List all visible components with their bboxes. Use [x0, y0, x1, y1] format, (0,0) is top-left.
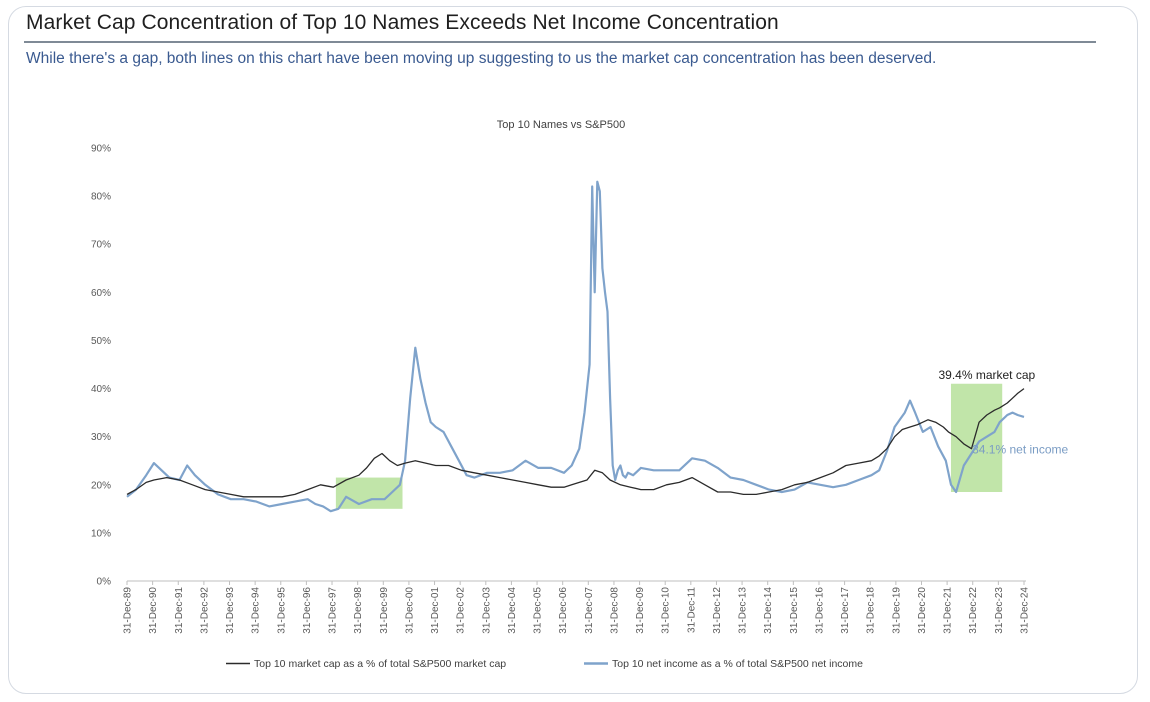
x-tick-label: 31-Dec-22: [968, 587, 979, 634]
highlight-box-2: [950, 383, 1003, 492]
legend-label: Top 10 net income as a % of total S&P500…: [612, 658, 863, 670]
x-tick-label: 31-Dec-23: [994, 587, 1005, 634]
y-tick-label: 90%: [91, 144, 111, 155]
x-tick-label: 31-Dec-92: [199, 587, 210, 634]
net-income-series-line: [126, 180, 1025, 513]
x-tick-label: 31-Dec-89: [123, 587, 134, 634]
page-title: Market Cap Concentration of Top 10 Names…: [26, 11, 779, 34]
x-tick-label: 31-Dec-13: [738, 587, 749, 634]
x-tick-label: 31-Dec-10: [661, 587, 672, 634]
legend-label: Top 10 market cap as a % of total S&P500…: [254, 658, 506, 670]
x-tick-label: 31-Dec-91: [174, 587, 185, 634]
x-tick-label: 31-Dec-02: [456, 587, 467, 634]
x-tick-label: 31-Dec-96: [302, 587, 313, 634]
x-tick-label: 31-Dec-07: [584, 587, 595, 634]
y-tick-label: 20%: [91, 480, 111, 491]
x-tick-label: 31-Dec-17: [840, 587, 851, 634]
x-tick-label: 31-Dec-24: [1020, 587, 1031, 634]
x-tick-label: 31-Dec-12: [712, 587, 723, 634]
y-tick-label: 30%: [91, 432, 111, 443]
x-tick-label: 31-Dec-14: [763, 587, 774, 634]
x-tick-label: 31-Dec-98: [353, 587, 364, 634]
x-tick-label: 31-Dec-90: [148, 587, 159, 634]
x-tick-label: 31-Dec-04: [507, 587, 518, 634]
x-tick-label: 31-Dec-99: [379, 587, 390, 634]
x-tick-label: 31-Dec-18: [866, 587, 877, 634]
x-tick-label: 31-Dec-01: [430, 587, 441, 634]
market-cap-annotation: 39.4% market cap: [938, 368, 1035, 382]
y-tick-label: 10%: [91, 528, 111, 539]
x-tick-label: 31-Dec-05: [533, 587, 544, 634]
y-tick-label: 0%: [97, 577, 112, 588]
x-tick-label: 31-Dec-21: [943, 587, 954, 634]
net-income-annotation: 34.1% net income: [972, 443, 1068, 457]
title-divider: [24, 41, 1096, 43]
x-tick-label: 31-Dec-09: [635, 587, 646, 634]
y-tick-label: 80%: [91, 192, 111, 203]
y-tick-label: 60%: [91, 288, 111, 299]
x-tick-label: 31-Dec-00: [404, 587, 415, 634]
x-tick-label: 31-Dec-95: [276, 587, 287, 634]
y-tick-label: 50%: [91, 336, 111, 347]
y-tick-label: 40%: [91, 384, 111, 395]
x-tick-label: 31-Dec-11: [686, 587, 697, 633]
chart-title: Top 10 Names vs S&P500: [497, 119, 625, 131]
market-cap-series-line: [126, 388, 1025, 498]
x-tick-label: 31-Dec-97: [328, 587, 339, 634]
x-tick-label: 31-Dec-20: [917, 587, 928, 634]
chart-card: [8, 6, 1138, 694]
x-tick-label: 31-Dec-93: [225, 587, 236, 634]
page-subtitle: While there's a gap, both lines on this …: [26, 50, 937, 67]
x-tick-label: 31-Dec-94: [251, 587, 262, 634]
y-tick-label: 70%: [91, 240, 111, 251]
x-tick-label: 31-Dec-15: [789, 587, 800, 634]
x-tick-label: 31-Dec-16: [814, 587, 825, 634]
x-tick-label: 31-Dec-08: [609, 587, 620, 634]
x-tick-label: 31-Dec-19: [891, 587, 902, 634]
x-tick-label: 31-Dec-03: [481, 587, 492, 634]
x-tick-label: 31-Dec-06: [558, 587, 569, 634]
